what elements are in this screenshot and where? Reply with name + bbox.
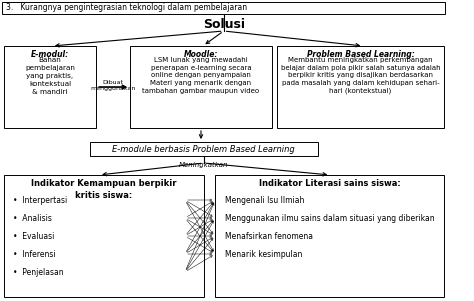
Text: •  Interpertasi: • Interpertasi <box>13 196 67 205</box>
Text: LSM lunak yang mewadahi
penerapan e-learning secara
online dengan penyampaian
Ma: LSM lunak yang mewadahi penerapan e-lear… <box>142 57 260 94</box>
Text: E-module berbasis Problem Based Learning: E-module berbasis Problem Based Learning <box>112 144 295 154</box>
Text: Menggunakan ilmu sains dalam situasi yang diberikan: Menggunakan ilmu sains dalam situasi yan… <box>225 214 434 223</box>
Text: Indikator Kemampuan berpikir
kritis siswa:: Indikator Kemampuan berpikir kritis sisw… <box>31 179 176 200</box>
Bar <box>130 46 272 128</box>
Text: Menarik kesimpulan: Menarik kesimpulan <box>225 250 302 259</box>
Bar <box>90 142 318 156</box>
Bar <box>4 175 204 297</box>
Text: •  Inferensi: • Inferensi <box>13 250 56 259</box>
Text: Moodle:: Moodle: <box>184 50 218 59</box>
Text: Dibuat
menggunakan: Dibuat menggunakan <box>91 80 136 91</box>
Bar <box>215 175 444 297</box>
Text: Problem Based Learning:: Problem Based Learning: <box>307 50 414 59</box>
Text: •  Evaluasi: • Evaluasi <box>13 232 55 241</box>
Text: Meningkatkan: Meningkatkan <box>179 162 228 168</box>
Text: Bahan
pembelajaran
yang praktis,
kontekstual
& mandiri: Bahan pembelajaran yang praktis, konteks… <box>25 57 75 95</box>
Text: Mengenali Isu Ilmiah: Mengenali Isu Ilmiah <box>225 196 304 205</box>
Text: Solusi: Solusi <box>203 17 245 30</box>
Text: Indikator Literasi sains siswa:: Indikator Literasi sains siswa: <box>259 179 401 188</box>
Text: 3.   Kurangnya pengintegrasian teknologi dalam pembelajaran: 3. Kurangnya pengintegrasian teknologi d… <box>6 4 247 13</box>
Text: E-modul:: E-modul: <box>31 50 69 59</box>
Text: Menafsirkan fenomena: Menafsirkan fenomena <box>225 232 312 241</box>
Text: Membantu meningkatkan perkembangan
belajar dalam pola pikir salah satunya adalah: Membantu meningkatkan perkembangan belaj… <box>281 57 440 95</box>
Text: •  Analisis: • Analisis <box>13 214 52 223</box>
Bar <box>4 46 96 128</box>
Text: •  Penjelasan: • Penjelasan <box>13 268 64 277</box>
Bar <box>2 2 446 14</box>
Bar <box>277 46 445 128</box>
